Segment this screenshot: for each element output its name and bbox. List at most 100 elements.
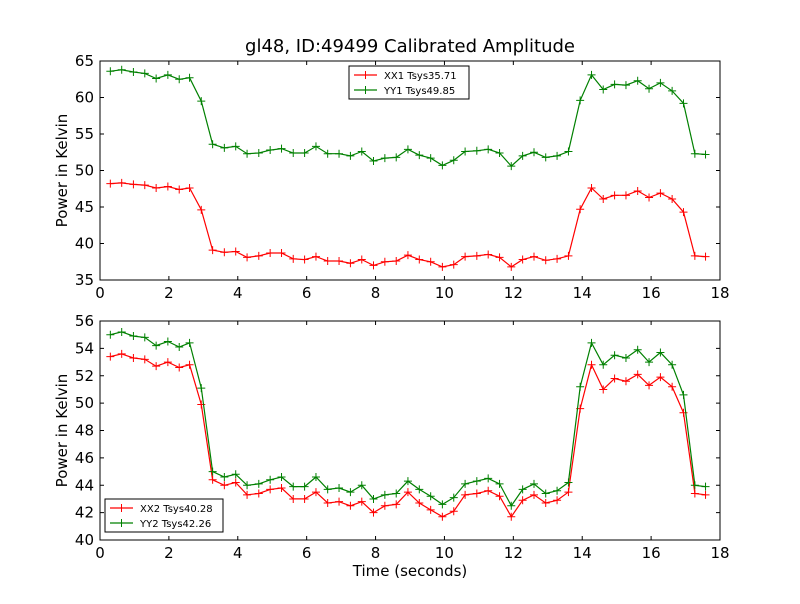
data-point xyxy=(208,467,217,476)
y-tick-label: 65 xyxy=(75,52,94,70)
data-point xyxy=(426,492,435,501)
data-point xyxy=(610,374,619,383)
data-point xyxy=(621,191,630,200)
data-point xyxy=(633,186,642,195)
data-point xyxy=(472,477,481,486)
data-point xyxy=(392,489,401,498)
data-point xyxy=(106,330,115,339)
legend-label: YY2 Tsys42.26 xyxy=(139,519,211,530)
data-point xyxy=(117,327,126,336)
data-point xyxy=(140,69,149,78)
data-point xyxy=(553,151,562,160)
data-point xyxy=(564,478,573,487)
data-point xyxy=(690,149,699,158)
series-xx2 xyxy=(106,349,710,521)
data-point xyxy=(679,99,688,108)
legend: XX1 Tsys35.71 YY1 Tsys49.85 xyxy=(348,65,470,100)
x-axis-label: Time (seconds) xyxy=(352,562,468,580)
x-tick-label: 4 xyxy=(233,284,243,302)
data-point xyxy=(553,496,562,505)
data-point xyxy=(323,257,332,266)
data-point xyxy=(679,390,688,399)
data-point xyxy=(495,148,504,157)
data-point xyxy=(415,485,424,494)
data-point xyxy=(541,499,550,508)
data-point xyxy=(656,373,665,382)
data-point xyxy=(185,338,194,347)
data-point xyxy=(152,362,161,371)
data-point xyxy=(564,251,573,260)
data-point xyxy=(461,490,470,499)
x-tick-label: 8 xyxy=(371,544,381,562)
data-point xyxy=(633,370,642,379)
data-point xyxy=(129,332,138,341)
legend-marker xyxy=(361,71,370,79)
data-point xyxy=(357,481,366,490)
data-point xyxy=(277,473,286,482)
data-point xyxy=(645,193,654,202)
data-point xyxy=(518,151,527,160)
data-point xyxy=(518,496,527,505)
series-yy1 xyxy=(106,65,710,171)
data-point xyxy=(243,481,252,490)
data-point xyxy=(690,481,699,490)
data-point xyxy=(587,360,596,369)
subplot-1: 0 2 4 6 8 10 12 14 16 18 35 40 45 50 55 60 65 Power in Ke… xyxy=(53,52,730,302)
data-point xyxy=(197,205,206,214)
data-point xyxy=(438,500,447,509)
data-point xyxy=(576,382,585,391)
data-point xyxy=(633,76,642,85)
y-tick-label: 40 xyxy=(75,531,94,549)
data-point xyxy=(599,385,608,394)
data-point xyxy=(403,488,412,497)
y-tick-label: 55 xyxy=(75,125,94,143)
legend-box xyxy=(348,65,470,100)
x-tick-label: 6 xyxy=(302,544,312,562)
data-point xyxy=(129,67,138,76)
data-point xyxy=(277,144,286,153)
data-point xyxy=(472,251,481,260)
x-tick-label: 4 xyxy=(233,544,243,562)
y-tick-label: 46 xyxy=(75,449,94,467)
data-point xyxy=(656,189,665,198)
data-point xyxy=(197,97,206,106)
data-point xyxy=(668,194,677,203)
data-point xyxy=(369,508,378,517)
data-point xyxy=(129,180,138,189)
data-point xyxy=(495,492,504,501)
data-point xyxy=(392,153,401,162)
data-point xyxy=(117,65,126,74)
data-point xyxy=(380,501,389,510)
data-point xyxy=(449,260,458,269)
data-point xyxy=(220,143,229,152)
data-point xyxy=(645,84,654,93)
data-point xyxy=(403,251,412,260)
x-tick-label: 10 xyxy=(435,284,454,302)
data-point xyxy=(152,341,161,350)
legend-marker xyxy=(361,86,370,94)
data-point xyxy=(656,78,665,87)
data-point xyxy=(645,358,654,367)
data-point xyxy=(163,182,172,191)
y-axis-label: Power in Kelvin xyxy=(53,374,71,488)
legend-label: YY1 Tsys49.85 xyxy=(383,86,455,97)
data-point xyxy=(668,86,677,95)
x-tick-label: 16 xyxy=(642,544,661,562)
y-tick-label: 40 xyxy=(75,235,94,253)
data-point xyxy=(357,497,366,506)
data-point xyxy=(311,142,320,151)
data-point xyxy=(106,179,115,188)
series-yy2 xyxy=(106,327,710,510)
data-point xyxy=(553,486,562,495)
x-tick-label: 8 xyxy=(371,284,381,302)
data-point xyxy=(185,73,194,82)
data-point xyxy=(254,489,263,498)
data-point xyxy=(701,482,710,491)
data-point xyxy=(243,253,252,262)
data-point xyxy=(461,147,470,156)
data-point xyxy=(140,355,149,364)
data-point xyxy=(369,494,378,503)
data-point xyxy=(530,148,538,157)
